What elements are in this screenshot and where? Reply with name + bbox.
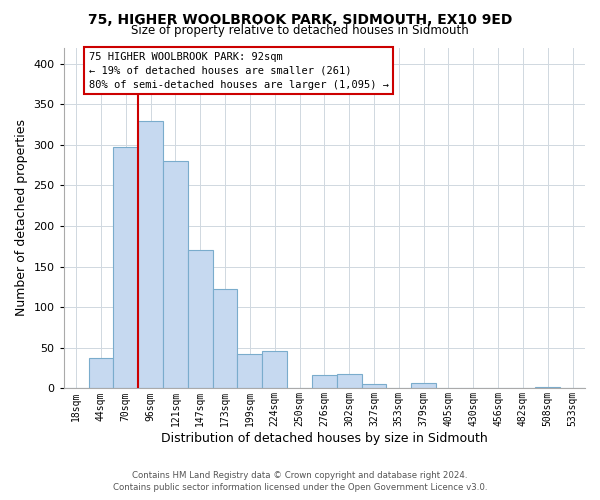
Bar — [337, 374, 362, 388]
Text: 75, HIGHER WOOLBROOK PARK, SIDMOUTH, EX10 9ED: 75, HIGHER WOOLBROOK PARK, SIDMOUTH, EX1… — [88, 12, 512, 26]
Bar — [238, 354, 262, 388]
Bar — [411, 382, 436, 388]
Bar — [138, 120, 163, 388]
Text: 75 HIGHER WOOLBROOK PARK: 92sqm
← 19% of detached houses are smaller (261)
80% o: 75 HIGHER WOOLBROOK PARK: 92sqm ← 19% of… — [89, 52, 389, 90]
Text: Contains HM Land Registry data © Crown copyright and database right 2024.
Contai: Contains HM Land Registry data © Crown c… — [113, 471, 487, 492]
Bar — [362, 384, 386, 388]
Bar — [113, 148, 138, 388]
Y-axis label: Number of detached properties: Number of detached properties — [15, 120, 28, 316]
Bar — [535, 387, 560, 388]
Bar — [262, 351, 287, 389]
Bar — [188, 250, 212, 388]
X-axis label: Distribution of detached houses by size in Sidmouth: Distribution of detached houses by size … — [161, 432, 488, 445]
Bar — [212, 288, 238, 388]
Text: Size of property relative to detached houses in Sidmouth: Size of property relative to detached ho… — [131, 24, 469, 37]
Bar — [163, 161, 188, 388]
Bar — [89, 358, 113, 388]
Bar — [312, 374, 337, 388]
